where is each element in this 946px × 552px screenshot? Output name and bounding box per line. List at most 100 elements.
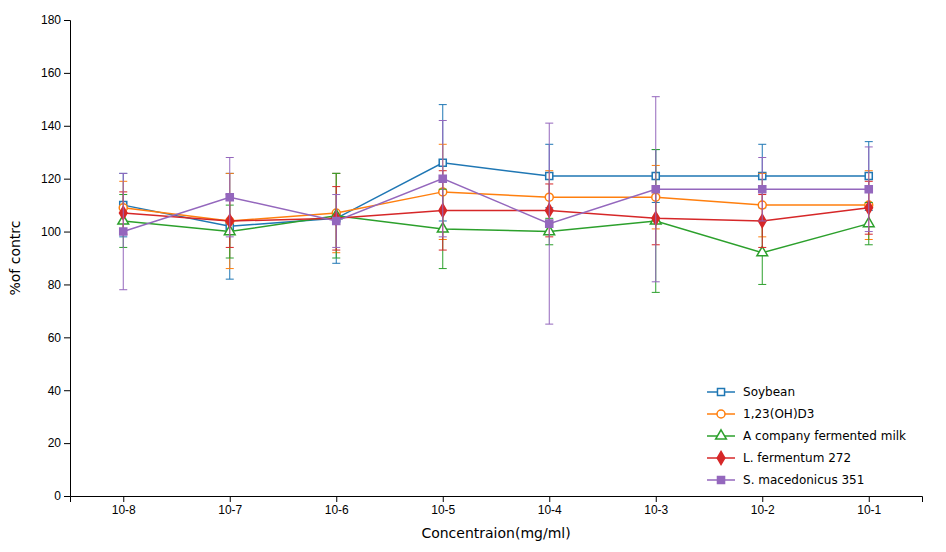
- error-bar-cap: [439, 268, 447, 269]
- y-tick: 180: [41, 13, 70, 27]
- x-tick-label: 10-7: [218, 503, 242, 517]
- x-tick: 10-3: [644, 496, 668, 517]
- chart: 02040608010012014016018010-810-710-610-5…: [0, 0, 946, 552]
- y-tick-label: 60: [48, 331, 62, 345]
- point: [652, 186, 659, 193]
- error-bar: [332, 173, 340, 263]
- error-bar: [332, 187, 340, 250]
- y-tick-mark: [64, 390, 70, 391]
- error-bar-cap: [226, 258, 234, 259]
- error-bar-cap: [332, 186, 340, 187]
- legend-swatch-marker: [717, 476, 724, 483]
- x-tick-label: 10-5: [431, 503, 455, 517]
- error-bar-cap: [119, 289, 127, 290]
- point: [439, 175, 446, 182]
- x-axis-line: [71, 497, 923, 503]
- x-tick: 10-1: [857, 496, 881, 517]
- y-tick-mark: [64, 73, 70, 74]
- point: [759, 186, 766, 193]
- x-tick-mark: [869, 496, 870, 502]
- error-bar-cap: [226, 157, 234, 158]
- x-tick-mark: [656, 496, 657, 502]
- error-bar-cap: [226, 268, 234, 269]
- error-bar-cap: [332, 263, 340, 264]
- series-line: [123, 208, 869, 221]
- error-bar-cap: [652, 96, 660, 97]
- point: [757, 247, 768, 256]
- error-bar-cap: [439, 236, 447, 237]
- error-bar: [545, 123, 553, 324]
- error-bar-cap: [865, 231, 873, 232]
- legend-swatch-marker: [717, 451, 725, 464]
- x-tick: 10-4: [538, 496, 562, 517]
- error-bar: [652, 97, 660, 282]
- y-tick: 120: [41, 172, 70, 186]
- y-tick: 140: [41, 119, 70, 133]
- legend-item: L. fermentum 272: [707, 451, 851, 465]
- y-tick-mark: [64, 443, 70, 444]
- error-bar: [119, 173, 127, 289]
- x-axis: 10-810-710-610-510-410-310-210-1: [71, 496, 923, 517]
- y-tick-mark: [64, 126, 70, 127]
- legend-swatch-marker: [716, 430, 727, 439]
- series: [119, 144, 873, 268]
- error-bar: [758, 158, 766, 221]
- error-bar-cap: [545, 123, 553, 124]
- legend-swatch-marker: [717, 410, 725, 418]
- legend-label: L. fermentum 272: [743, 451, 851, 465]
- y-tick-mark: [64, 179, 70, 180]
- x-tick-mark: [230, 496, 231, 502]
- x-tick: 10-7: [218, 496, 242, 517]
- error-bar: [439, 120, 447, 236]
- y-tick-mark: [64, 284, 70, 285]
- error-bar-cap: [332, 194, 340, 195]
- error-bar-cap: [332, 173, 340, 174]
- error-bar-cap: [332, 247, 340, 248]
- error-bar-cap: [865, 141, 873, 142]
- legend-item: 1,23(OH)D3: [707, 407, 814, 421]
- error-bar-cap: [865, 146, 873, 147]
- x-tick: 10-8: [112, 496, 136, 517]
- x-tick-mark: [336, 496, 337, 502]
- legend-label: 1,23(OH)D3: [743, 407, 814, 421]
- error-bar-cap: [652, 292, 660, 293]
- y-tick: 100: [41, 225, 70, 239]
- y-tick-label: 80: [48, 278, 62, 292]
- y-tick-label: 140: [41, 119, 61, 133]
- error-bar-cap: [758, 220, 766, 221]
- error-bar-cap: [226, 247, 234, 248]
- x-tick-label: 10-2: [751, 503, 775, 517]
- x-tick-mark: [123, 496, 124, 502]
- error-bar: [332, 173, 340, 258]
- marks: [118, 97, 874, 324]
- y-tick: 60: [48, 331, 70, 345]
- error-bar-cap: [545, 324, 553, 325]
- legend-swatch-marker: [717, 388, 724, 395]
- error-bar-cap: [758, 284, 766, 285]
- error-bar-cap: [332, 258, 340, 259]
- error-bar: [332, 195, 340, 248]
- error-bar-cap: [439, 250, 447, 251]
- error-bar-cap: [119, 173, 127, 174]
- x-tick-label: 10-4: [538, 503, 562, 517]
- y-tick-label: 100: [41, 225, 61, 239]
- series-line: [123, 163, 869, 226]
- error-bar-cap: [758, 247, 766, 248]
- legend-item: S. macedonicus 351: [707, 473, 864, 487]
- plot: 02040608010012014016018010-810-710-610-5…: [41, 13, 923, 516]
- point: [546, 220, 553, 227]
- y-tick: 40: [48, 384, 70, 398]
- error-bar-cap: [865, 244, 873, 245]
- point: [226, 194, 233, 201]
- y-tick: 0: [54, 489, 70, 503]
- x-axis-title: Concentraion(mg/ml): [421, 525, 570, 541]
- error-bar-cap: [226, 279, 234, 280]
- error-bar-cap: [439, 120, 447, 121]
- point: [120, 228, 127, 235]
- legend-item: Soybean: [707, 385, 795, 399]
- x-tick-mark: [549, 496, 550, 502]
- x-tick-mark: [762, 496, 763, 502]
- y-axis-title: %of contrc: [7, 220, 23, 295]
- y-tick: 160: [41, 66, 70, 80]
- series: [119, 97, 873, 324]
